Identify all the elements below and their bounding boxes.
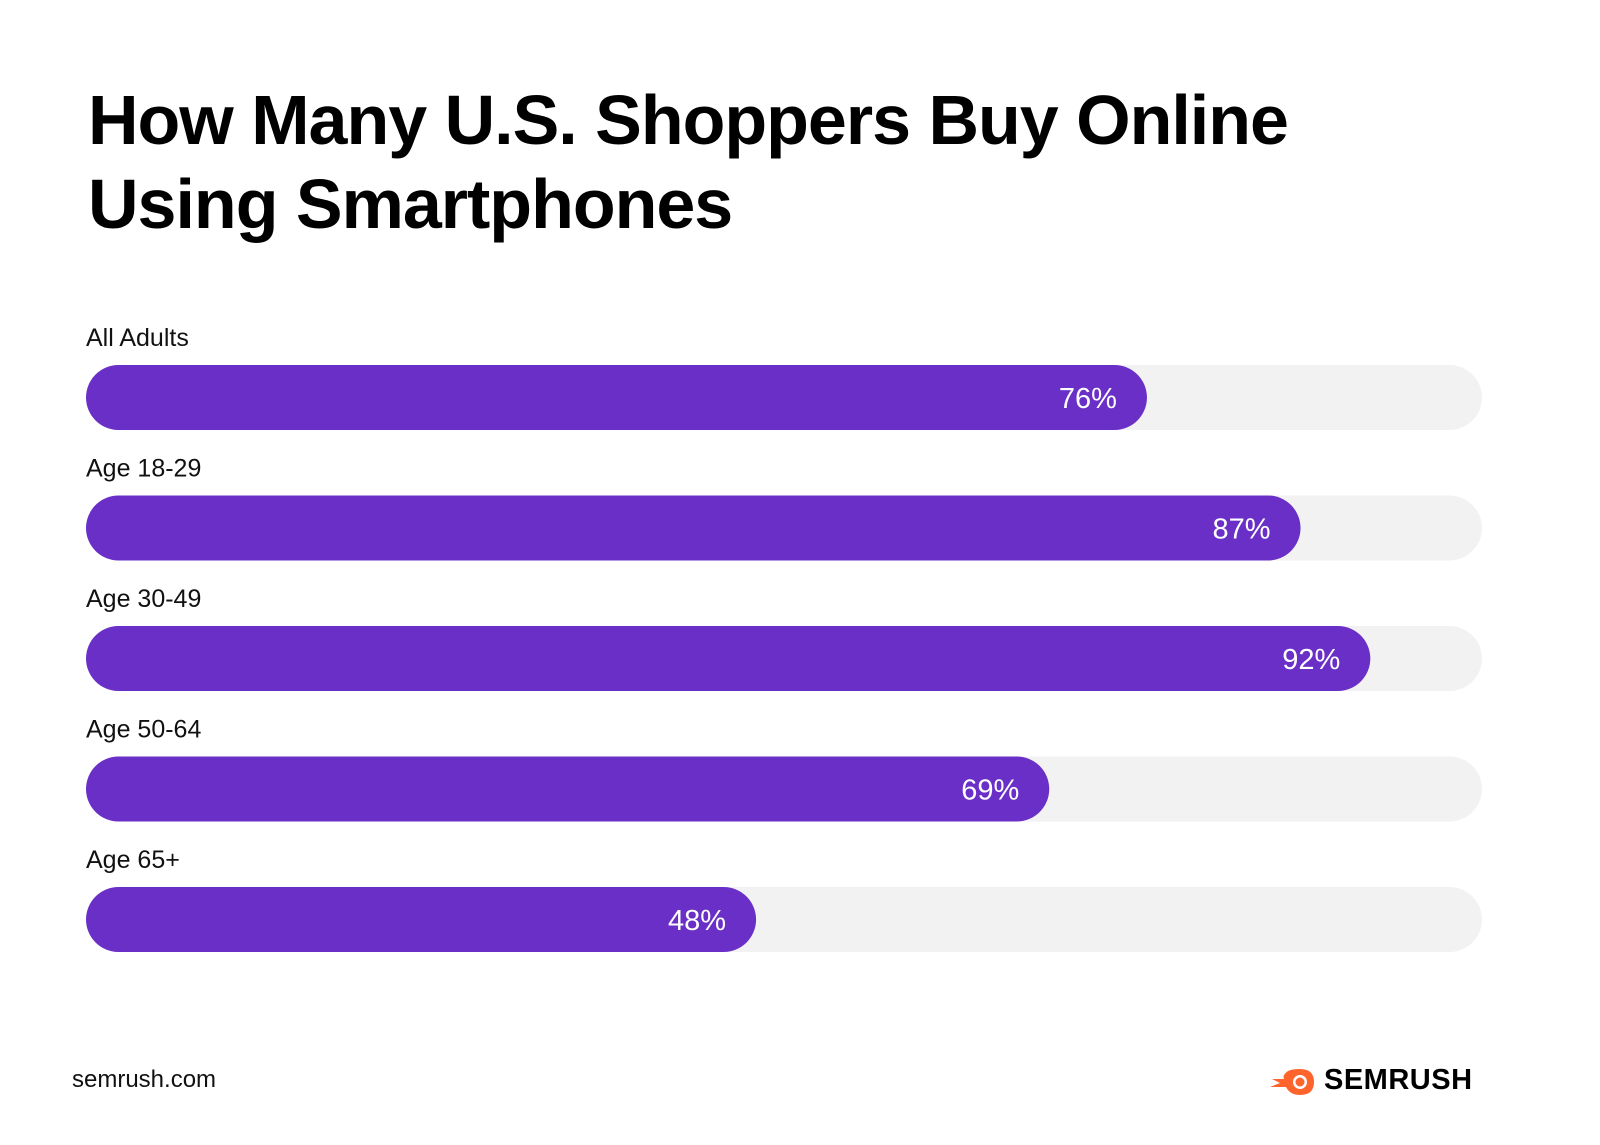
bar bbox=[86, 365, 1147, 430]
semrush-logo: SEMRUSH bbox=[1266, 1064, 1473, 1097]
category-label: Age 30-49 bbox=[86, 585, 201, 613]
bar bbox=[86, 887, 757, 952]
value-label: 92% bbox=[1282, 644, 1340, 676]
category-label: Age 50-64 bbox=[86, 716, 201, 744]
bar bbox=[86, 626, 1371, 691]
bar bbox=[86, 756, 1050, 822]
value-label: 69% bbox=[961, 775, 1019, 807]
chart-title: How Many U.S. Shoppers Buy Online Using … bbox=[88, 81, 1289, 243]
bar bbox=[86, 495, 1301, 561]
category-label: Age 18-29 bbox=[86, 455, 201, 483]
brand-name: SEMRUSH bbox=[1324, 1064, 1473, 1096]
value-label: 87% bbox=[1212, 514, 1270, 546]
semrush-logo-icon bbox=[1268, 1068, 1314, 1095]
category-label: Age 65+ bbox=[86, 846, 180, 874]
footer-url: semrush.com bbox=[72, 1066, 217, 1093]
value-label: 48% bbox=[668, 905, 726, 937]
category-label: All Adults bbox=[86, 324, 189, 352]
value-label: 76% bbox=[1059, 383, 1117, 415]
